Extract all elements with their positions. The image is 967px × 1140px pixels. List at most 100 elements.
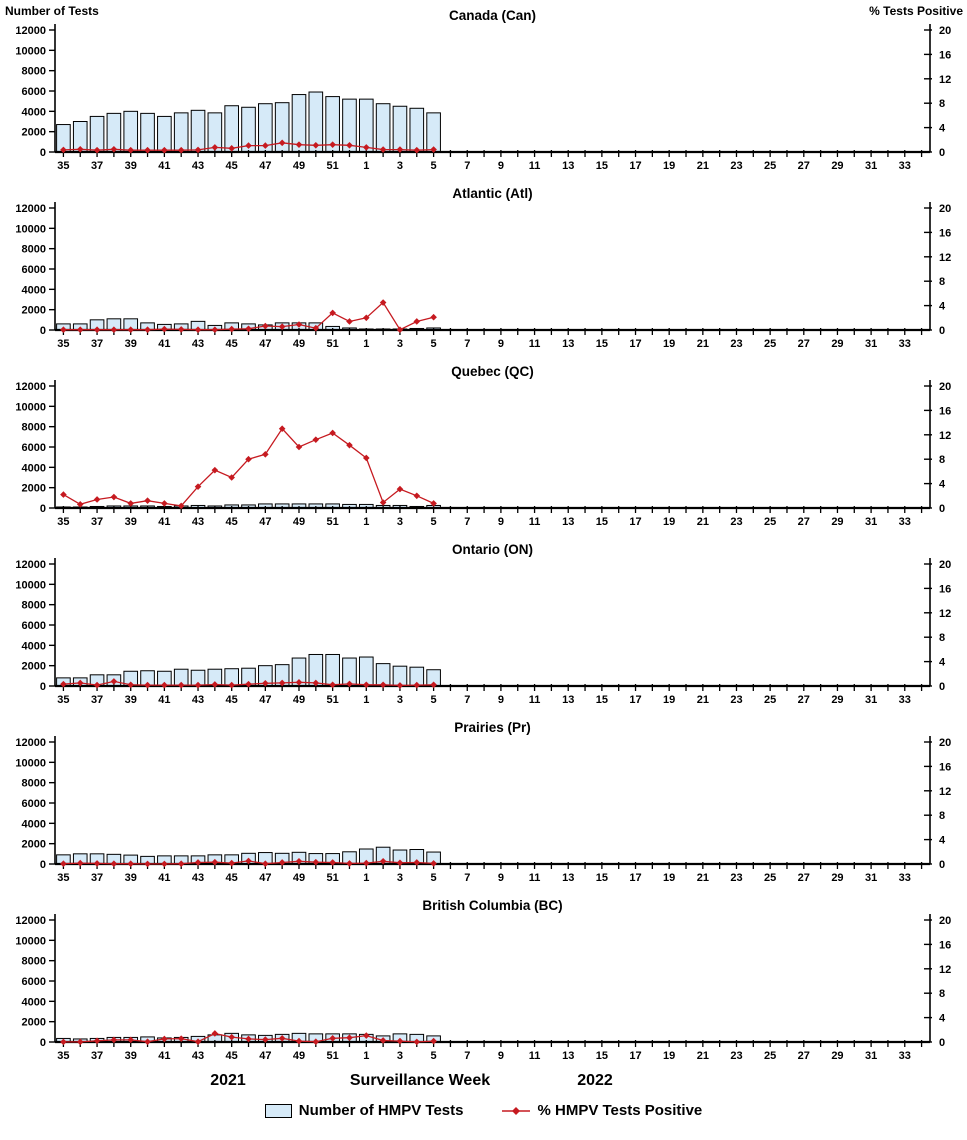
diamond-marker-icon <box>161 500 168 507</box>
diamond-marker-icon <box>295 321 303 328</box>
x-axis-tick-label: 1 <box>363 338 369 350</box>
x-axis-tick-label: 5 <box>431 694 437 706</box>
bar <box>190 109 206 153</box>
diamond-marker-icon <box>278 859 286 866</box>
x-axis-tick-label: 35 <box>57 694 69 706</box>
diamond-marker-icon <box>312 436 320 443</box>
bar <box>409 107 425 153</box>
diamond-marker-icon <box>110 145 118 153</box>
right-axis-tick-label: 20 <box>939 25 951 37</box>
x-axis-tick-label: 23 <box>730 338 742 350</box>
panel-title: British Columbia (BC) <box>422 898 562 913</box>
year-2021-label: 2021 <box>210 1072 246 1089</box>
x-axis-tick-label: 7 <box>464 872 470 884</box>
x-axis-tick-label: 49 <box>293 516 305 528</box>
x-axis-tick-label: 19 <box>663 338 675 350</box>
bar <box>140 112 155 153</box>
diamond-marker-icon <box>211 858 219 866</box>
right-axis-tick-label: 0 <box>939 1037 945 1049</box>
diamond-marker-icon <box>60 860 67 867</box>
x-axis-tick-label: 13 <box>562 694 574 706</box>
diamond-marker-icon <box>228 859 235 867</box>
x-axis-tick-label: 9 <box>498 694 504 706</box>
diamond-marker-icon <box>262 451 269 458</box>
left-axis-tick-label: 4000 <box>22 818 46 830</box>
diamond-marker-icon <box>161 1035 168 1043</box>
diamond-marker-icon <box>245 1035 252 1043</box>
x-axis-tick-label: 29 <box>831 694 843 706</box>
left-axis-tick-label: 12000 <box>15 203 46 215</box>
right-axis-tick-label: 4 <box>939 657 946 669</box>
diamond-marker-icon <box>161 146 168 154</box>
bar <box>123 110 139 153</box>
left-axis-tick-label: 8000 <box>22 66 46 78</box>
diamond-marker-icon <box>144 1038 151 1045</box>
x-axis-tick-label: 17 <box>629 872 641 884</box>
panel-title: Canada (Can) <box>449 8 536 23</box>
bar <box>392 105 408 153</box>
x-axis-tick-label: 45 <box>226 694 238 706</box>
x-axis-tick-label: 33 <box>899 516 911 528</box>
x-axis-footer: 2021 Surveillance Week 2022 Number of HM… <box>0 1068 967 1140</box>
diamond-marker-icon <box>194 326 202 333</box>
x-axis-tick-label: 33 <box>899 338 911 350</box>
diamond-marker-icon <box>278 139 286 147</box>
right-axis-tick-label: 12 <box>939 786 951 798</box>
left-axis-tick-label: 6000 <box>22 620 46 632</box>
right-axis-tick-label: 20 <box>939 559 951 571</box>
diamond-marker-icon <box>312 858 320 866</box>
left-axis-tick-label: 4000 <box>22 462 46 474</box>
diamond-marker-icon <box>245 142 252 149</box>
x-axis-tick-label: 13 <box>562 160 574 172</box>
diamond-marker-icon <box>76 145 84 153</box>
diamond-marker-icon <box>430 146 437 153</box>
bar <box>157 115 172 153</box>
diamond-marker-icon <box>379 681 387 689</box>
x-axis-tick-label: 37 <box>91 872 103 884</box>
left-axis-tick-label: 0 <box>40 681 46 693</box>
x-axis-tick-label: 11 <box>529 1050 541 1062</box>
diamond-marker-icon <box>60 326 67 333</box>
x-axis-tick-label: 35 <box>57 338 69 350</box>
x-axis-tick-label: 43 <box>192 1050 204 1062</box>
x-axis-tick-label: 49 <box>293 1050 305 1062</box>
diamond-marker-icon <box>346 318 353 325</box>
x-axis-tick-label: 31 <box>865 160 877 172</box>
x-axis-tick-label: 3 <box>397 872 403 884</box>
left-axis-tick-label: 12000 <box>15 25 46 37</box>
diamond-marker-icon <box>329 141 336 148</box>
diamond-marker-icon <box>161 325 168 333</box>
left-axis-tick-label: 12000 <box>15 737 46 749</box>
x-axis-tick-label: 33 <box>899 694 911 706</box>
x-axis-tick-label: 19 <box>663 516 675 528</box>
right-axis-tick-label: 4 <box>939 479 946 491</box>
right-axis-tick-label: 0 <box>939 325 945 337</box>
x-axis-tick-label: 11 <box>529 694 541 706</box>
left-axis-tick-label: 4000 <box>22 996 46 1008</box>
diamond-marker-icon <box>262 860 269 867</box>
right-axis-tick-label: 20 <box>939 915 951 927</box>
right-axis-tick-label: 20 <box>939 381 951 393</box>
diamond-marker-icon <box>413 859 421 866</box>
diamond-marker-icon <box>312 1038 320 1045</box>
diamond-marker-icon <box>312 324 320 332</box>
x-axis-tick-label: 45 <box>226 872 238 884</box>
x-axis-tick-label: 15 <box>596 872 608 884</box>
x-axis-tick-label: 21 <box>697 694 709 706</box>
diamond-marker-icon <box>346 1034 353 1042</box>
diamond-marker-icon <box>177 1035 185 1042</box>
diamond-marker-icon <box>228 681 235 689</box>
x-axis-tick-label: 17 <box>629 160 641 172</box>
diamond-marker-icon <box>430 313 437 321</box>
x-axis-tick-label: 45 <box>226 1050 238 1062</box>
x-axis-tick-label: 7 <box>464 516 470 528</box>
x-axis-tick-label: 19 <box>663 1050 675 1062</box>
x-axis-tick-label: 17 <box>629 1050 641 1062</box>
bar <box>358 98 374 153</box>
right-axis-tick-label: 4 <box>939 835 946 847</box>
x-axis-tick-label: 25 <box>764 872 776 884</box>
